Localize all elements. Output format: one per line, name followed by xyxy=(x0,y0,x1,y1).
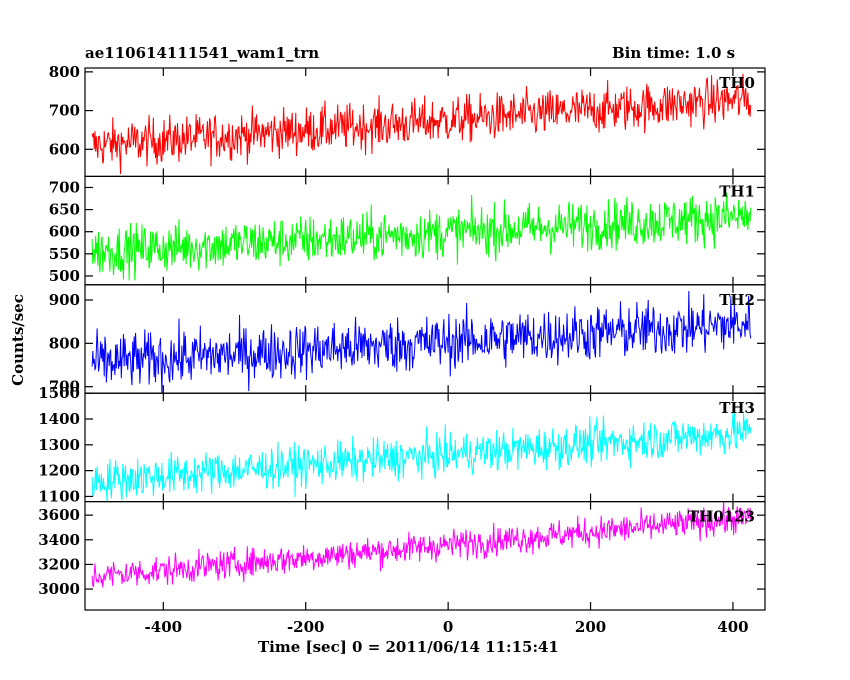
panel-label-th0123: TH0123 xyxy=(688,508,755,526)
x-tick-label: -200 xyxy=(287,618,325,636)
panel-label-th2: TH2 xyxy=(719,291,755,309)
y-tick-label: 1400 xyxy=(38,410,80,428)
y-tick-label: 800 xyxy=(49,63,80,81)
y-tick-label: 800 xyxy=(49,334,80,352)
series-th2 xyxy=(91,290,752,394)
y-tick-label: 700 xyxy=(49,178,80,196)
y-tick-label: 700 xyxy=(49,378,80,396)
y-axis-label: Counts/sec xyxy=(8,294,27,386)
y-tick-label: 550 xyxy=(49,245,80,263)
y-tick-label: 1200 xyxy=(38,462,80,480)
series-th1 xyxy=(91,192,752,281)
y-tick-label: 600 xyxy=(49,223,80,241)
y-tick-label: 3000 xyxy=(38,580,80,598)
x-tick-label: 400 xyxy=(717,618,748,636)
y-tick-label: 700 xyxy=(49,102,80,120)
panel-frame xyxy=(84,501,766,611)
y-tick-label: 600 xyxy=(49,140,80,158)
x-tick-label: 200 xyxy=(575,618,606,636)
panel-label-th1: TH1 xyxy=(719,182,755,200)
y-tick-label: 900 xyxy=(49,291,80,309)
y-tick-label: 3600 xyxy=(38,506,80,524)
x-tick-label: 0 xyxy=(443,618,453,636)
y-tick-label: 1500 xyxy=(38,384,80,402)
chart-title: ae110614111541_wam1_trn xyxy=(85,44,320,62)
series-th0123 xyxy=(91,501,752,588)
panel-label-th3: TH3 xyxy=(719,399,755,417)
y-tick-label: 650 xyxy=(49,201,80,219)
x-tick-label: -400 xyxy=(145,618,183,636)
y-tick-label: 1300 xyxy=(38,436,80,454)
series-th0 xyxy=(91,73,752,175)
panels-group: 600 700 800 TH0 500 550 600 650 700 TH1 700 800 900 T… xyxy=(38,63,766,636)
series-th3 xyxy=(91,409,752,502)
y-tick-label: 1100 xyxy=(38,487,80,505)
x-axis-label: Time [sec] 0 = 2011/06/14 11:15:41 xyxy=(258,638,559,656)
panel-label-th0: TH0 xyxy=(719,74,755,92)
y-tick-label: 500 xyxy=(49,267,80,285)
y-tick-label: 3200 xyxy=(38,555,80,573)
bin-time-label: Bin time: 1.0 s xyxy=(612,44,736,62)
y-tick-label: 3400 xyxy=(38,531,80,549)
